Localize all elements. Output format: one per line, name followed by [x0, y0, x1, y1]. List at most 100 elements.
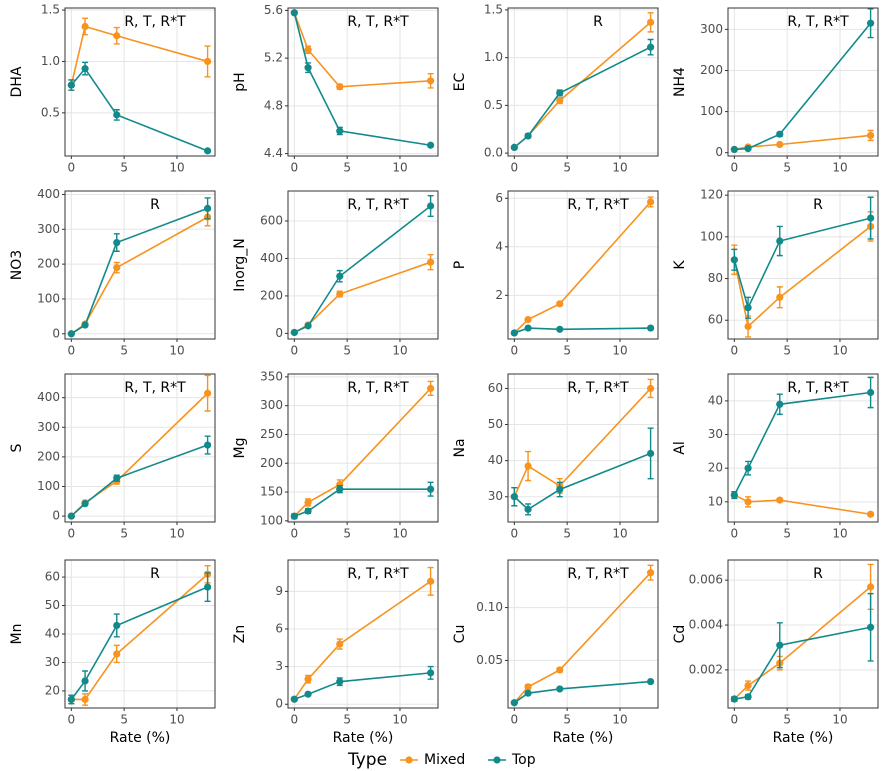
- y-tick-label: 0.10: [476, 600, 503, 614]
- point: [204, 204, 212, 213]
- series-line: [734, 626, 871, 700]
- x-tick-label: 10: [392, 161, 407, 175]
- series-line: [70, 586, 208, 700]
- point: [336, 640, 344, 648]
- x-tick-label: 10: [612, 713, 627, 727]
- y-tick-label: 80: [708, 271, 723, 285]
- point: [744, 145, 752, 153]
- x-tick-label: 10: [832, 161, 847, 175]
- series-line: [293, 205, 432, 334]
- x-tick-label: 5: [343, 527, 351, 541]
- x-tick-label: 0: [731, 713, 739, 727]
- y-axis-label: DHA: [9, 66, 25, 97]
- x-axis-label: Rate (%): [110, 730, 171, 746]
- y-tick-label: 40: [45, 627, 60, 641]
- x-tick-label: 10: [392, 344, 407, 358]
- annotation: R, T, R*T: [787, 14, 849, 30]
- point: [427, 577, 435, 585]
- y-tick-label: 4.8: [264, 98, 283, 112]
- y-axis-label: Cd: [672, 625, 688, 644]
- point: [304, 46, 312, 54]
- point: [290, 328, 298, 337]
- y-tick-label: 300: [260, 398, 283, 412]
- y-tick-label: 60: [45, 570, 60, 584]
- y-tick-label: 0.004: [689, 618, 723, 632]
- y-tick-label: 2: [495, 288, 503, 302]
- panel: 10 20 30 40 0 5 10 R, T, R*T Al: [672, 373, 879, 541]
- x-tick-label: 5: [783, 344, 791, 358]
- x-tick-label: 10: [169, 713, 184, 727]
- point: [113, 650, 121, 658]
- x-tick-label: 0: [291, 161, 299, 175]
- panel: 100 150 200 250 300 350 0 5 10 R, T, R*T Mg: [232, 369, 439, 541]
- annotation: R: [150, 197, 160, 213]
- legend-key-point: [493, 756, 501, 764]
- panel: 0 100 200 300 400 0 5 10 R, T, R*T S: [9, 373, 216, 541]
- x-tick-label: 5: [783, 527, 791, 541]
- y-tick-label: 300: [700, 22, 723, 36]
- point: [524, 689, 532, 697]
- point: [81, 500, 89, 508]
- point: [113, 621, 121, 630]
- y-tick-label: 30: [488, 489, 503, 503]
- point: [647, 18, 655, 26]
- y-tick-label: 30: [45, 655, 60, 669]
- point: [510, 699, 518, 707]
- point: [67, 695, 75, 704]
- point: [304, 690, 312, 698]
- point: [510, 143, 518, 152]
- series-line: [733, 586, 872, 700]
- panel: 0 100 200 300 400 0 5 10 R NO3: [9, 187, 216, 358]
- series-line: [734, 134, 871, 151]
- point: [524, 324, 532, 332]
- point: [336, 272, 344, 280]
- x-axis-label: Rate (%): [553, 730, 614, 746]
- point: [556, 300, 564, 308]
- point: [427, 202, 435, 210]
- x-axis-label: Rate (%): [773, 730, 834, 746]
- panel-border: [507, 559, 659, 709]
- panel: 0 200 400 600 0 5 10 R, T, R*T Inorg_N: [232, 190, 439, 358]
- annotation: R: [813, 197, 823, 213]
- legend-label: Top: [511, 752, 536, 768]
- y-axis-label: S: [9, 443, 25, 452]
- panel-border: [727, 7, 879, 157]
- series-line: [70, 444, 208, 517]
- point: [744, 464, 752, 472]
- annotation: R, T, R*T: [124, 380, 186, 396]
- point: [776, 400, 784, 408]
- annotation: R, T, R*T: [124, 14, 186, 30]
- plot-background: [508, 374, 658, 522]
- y-axis-label: K: [672, 260, 688, 270]
- series-line: [293, 12, 431, 147]
- plot-background: [288, 560, 438, 708]
- point: [730, 491, 738, 499]
- x-axis-label: Rate (%): [333, 730, 394, 746]
- point: [290, 695, 298, 703]
- point: [336, 485, 344, 493]
- y-tick-label: 300: [37, 222, 60, 236]
- panel: 0.0 0.5 1.0 1.5 0 5 10 R EC: [452, 2, 659, 175]
- point: [744, 693, 752, 701]
- panel: 2 4 6 0 5 10 R, T, R*T P: [452, 190, 659, 358]
- series-line: [733, 217, 871, 310]
- point: [81, 695, 89, 704]
- x-tick-label: 0: [511, 344, 519, 358]
- point: [776, 130, 784, 138]
- series-line: [294, 672, 431, 700]
- x-tick-label: 5: [563, 161, 571, 175]
- y-axis-label: Al: [672, 441, 688, 454]
- y-axis-label: Cu: [452, 625, 468, 644]
- series-line: [513, 680, 651, 704]
- y-tick-label: 100: [37, 479, 60, 493]
- y-tick-label: 10: [708, 494, 723, 508]
- series-line: [733, 225, 872, 329]
- point: [647, 324, 655, 332]
- series-line: [513, 572, 652, 704]
- point: [556, 666, 564, 674]
- x-tick-label: 10: [832, 344, 847, 358]
- point: [204, 441, 212, 449]
- plot-background: [728, 374, 878, 522]
- y-tick-label: 1.0: [484, 50, 503, 64]
